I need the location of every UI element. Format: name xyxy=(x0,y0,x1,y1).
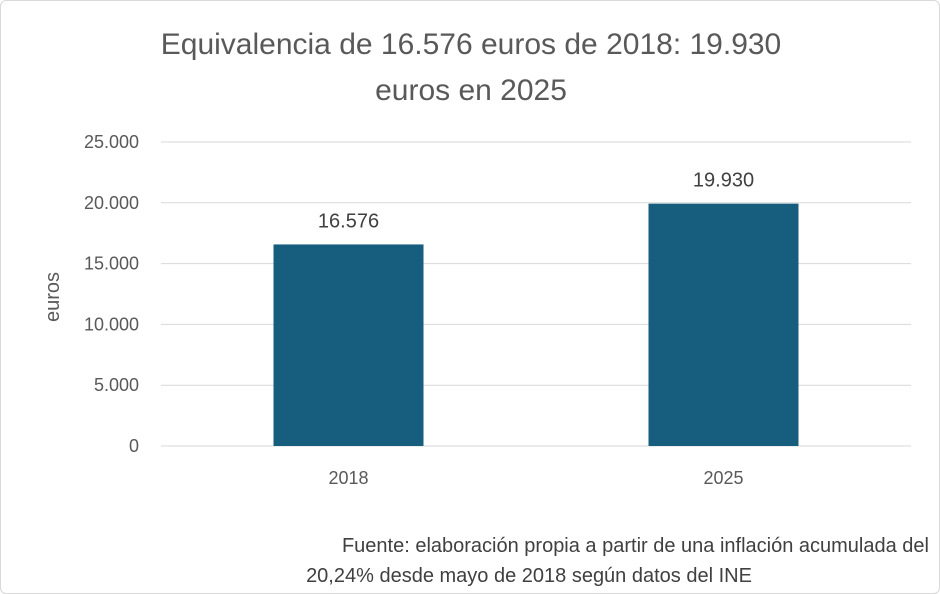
source-note-line-1: Fuente: elaboración propia a partir de u… xyxy=(341,535,929,557)
bar-2025 xyxy=(648,203,799,446)
x-tick-label: 2025 xyxy=(703,468,743,488)
data-label: 19.930 xyxy=(693,170,754,192)
source-note-line-2: 20,24% desde mayo de 2018 según datos de… xyxy=(306,565,752,587)
data-labels: 16.576 19.930 xyxy=(318,170,754,233)
x-tick-labels: 2018 2025 xyxy=(328,468,743,488)
y-tick-label: 20.000 xyxy=(84,193,139,213)
y-tick-label: 5.000 xyxy=(94,375,139,395)
data-label: 16.576 xyxy=(318,210,379,232)
y-tick-label: 10.000 xyxy=(84,314,139,334)
y-tick-label: 25.000 xyxy=(84,132,139,152)
bar-2018 xyxy=(273,244,424,446)
x-tick-label: 2018 xyxy=(328,468,368,488)
y-tick-label: 15.000 xyxy=(84,254,139,274)
chart-title-line-1: Equivalencia de 16.576 euros de 2018: 19… xyxy=(160,28,782,61)
chart-title-line-2: euros en 2025 xyxy=(375,74,567,107)
y-tick-labels: 0 5.000 10.000 15.000 20.000 25.000 xyxy=(84,132,139,456)
bars xyxy=(273,203,799,446)
y-tick-label: 0 xyxy=(129,436,139,456)
y-axis-label: euros xyxy=(42,272,64,322)
